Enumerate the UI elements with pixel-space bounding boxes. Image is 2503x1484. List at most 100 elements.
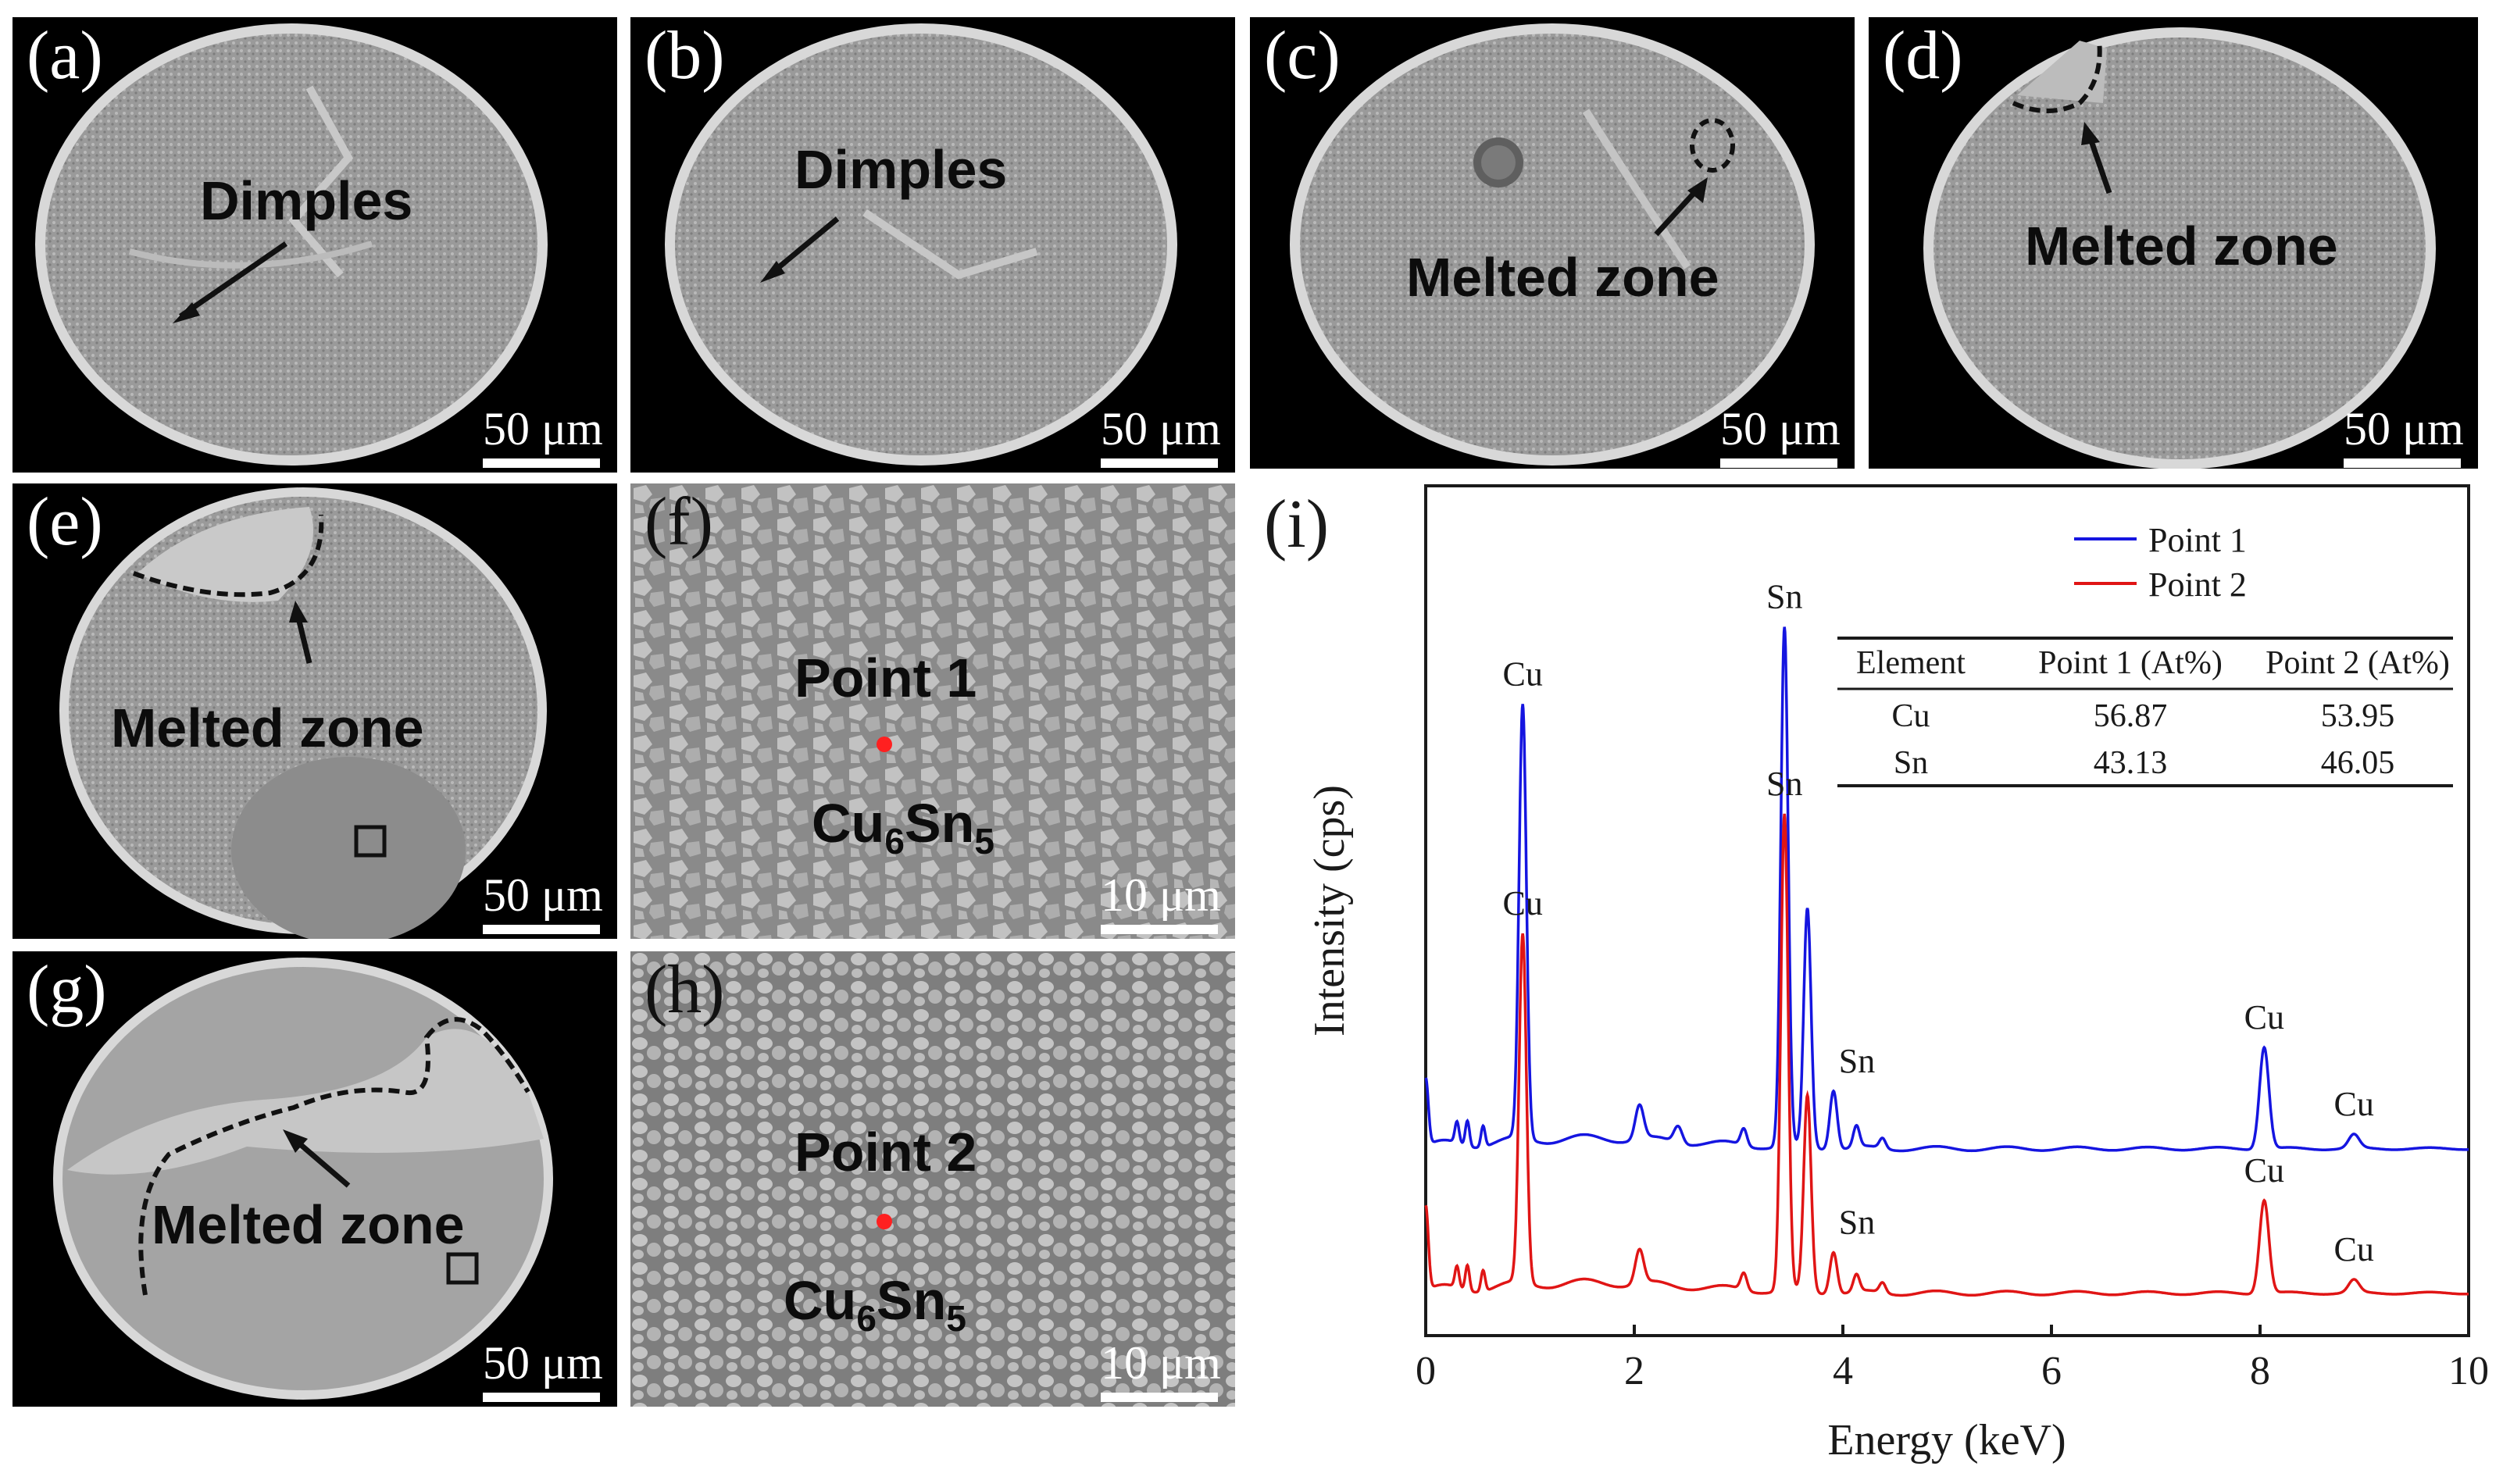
phase-sub-h-6: 6 <box>856 1298 877 1339</box>
peak-label-cu: Cu <box>2244 998 2284 1036</box>
annotation-dimples-a: Dimples <box>200 170 413 231</box>
scale-bar-h: 10 μm <box>1101 1337 1221 1402</box>
composition-table: Element Point 1 (At%) Point 2 (At%) Cu 5… <box>1837 637 2453 787</box>
fracture-surface-image <box>1923 27 2436 469</box>
grain-microstructure-image <box>630 951 1235 1407</box>
y-axis-label: Intensity (cps) <box>1305 785 1354 1036</box>
scale-text-b: 50 μm <box>1101 403 1221 455</box>
table-cell: 43.13 <box>2094 745 2168 781</box>
grain-microstructure-image <box>630 483 1235 939</box>
sem-panel-c: (c) Melted zone 50 μm <box>1250 17 1855 473</box>
scale-line-f <box>1101 925 1218 934</box>
scale-bar-c: 50 μm <box>1720 403 1841 468</box>
spectrum-line-point-2 <box>1424 813 2469 1297</box>
peak-label-cu: Cu <box>1502 884 1542 922</box>
peak-label-sn: Sn <box>1839 1042 1875 1080</box>
peak-label-cu: Cu <box>2333 1230 2373 1268</box>
scale-bar-d: 50 μm <box>2344 403 2464 468</box>
table-cell: Sn <box>1894 745 1928 781</box>
phase-label-h: Cu6Sn5 <box>784 1273 966 1336</box>
peak-label-sn: Sn <box>1766 765 1802 803</box>
x-tick-label: 0 <box>1416 1349 1436 1393</box>
sem-panel-f: (f) Point 1 Cu6Sn5 10 μm <box>630 483 1235 939</box>
phase-text-h-cu: Cu <box>784 1270 857 1331</box>
phase-label-f: Cu6Sn5 <box>812 796 994 859</box>
scale-text-a: 50 μm <box>483 403 603 455</box>
annotation-dimples-b: Dimples <box>794 139 1008 200</box>
x-tick-label: 8 <box>2250 1349 2270 1393</box>
sem-panel-d: (d) Melted zone 50 μm <box>1869 17 2478 473</box>
panel-label-g: (g) <box>27 952 107 1028</box>
table-cell: 46.05 <box>2321 745 2395 781</box>
scale-line-h <box>1101 1393 1218 1402</box>
peak-label-sn: Sn <box>1766 578 1802 616</box>
annotation-melted-zone-d: Melted zone <box>2025 216 2338 276</box>
phase-sub-f-5: 5 <box>974 821 994 862</box>
sem-panel-a: (a) Dimples 50 μm <box>12 17 617 473</box>
panel-label-d: (d) <box>1883 18 1963 94</box>
table-cell: 53.95 <box>2321 698 2395 734</box>
fracture-surface-image <box>59 487 547 939</box>
legend-label-point-1: Point 1 <box>2148 521 2247 559</box>
scale-text-d: 50 μm <box>2344 403 2464 455</box>
legend-label-point-2: Point 2 <box>2148 565 2247 604</box>
scale-bar-e: 50 μm <box>483 869 603 934</box>
fracture-surface-image <box>1290 23 1815 466</box>
peak-label-cu: Cu <box>2244 1151 2284 1190</box>
x-tick-label: 2 <box>1624 1349 1644 1393</box>
peak-label-cu: Cu <box>1502 655 1542 693</box>
scale-text-h: 10 μm <box>1101 1337 1221 1389</box>
scale-bar-a: 50 μm <box>483 403 603 468</box>
point-label-1: Point 1 <box>794 647 977 708</box>
annotation-melted-zone-g: Melted zone <box>152 1194 465 1255</box>
phase-sub-f-6: 6 <box>884 821 905 862</box>
panel-label-h: (h) <box>644 952 725 1028</box>
table-header-element: Element <box>1856 645 1966 681</box>
sem-panel-b: (b) Dimples 50 μm <box>630 17 1235 473</box>
phase-text-f-cu: Cu <box>812 793 885 854</box>
panel-label-b: (b) <box>644 18 725 94</box>
spectrum-line-point-1 <box>1424 626 2469 1153</box>
scale-text-e: 50 μm <box>483 869 603 921</box>
scale-line-e <box>483 925 600 934</box>
scale-text-f: 10 μm <box>1101 869 1221 921</box>
scale-text-g: 50 μm <box>483 1337 603 1389</box>
table-cell: 56.87 <box>2094 698 2168 734</box>
scale-line-a <box>483 458 600 468</box>
sem-panel-e: (e) Melted zone 50 μm <box>12 483 617 939</box>
x-axis-label: Energy (keV) <box>1827 1416 2066 1464</box>
series-layer <box>1424 626 2469 1297</box>
peak-label-cu: Cu <box>2333 1085 2373 1123</box>
panel-label-e: (e) <box>27 484 103 560</box>
phase-text-h-sn: Sn <box>876 1270 947 1331</box>
eds-spectrum-svg: (i) 0 2 4 6 8 10 Cu Sn Sn Cu Cu Cu Sn Sn Cu Cu Energy … <box>1264 484 2489 1464</box>
panel-label-c: (c) <box>1264 18 1341 94</box>
phase-sub-h-5: 5 <box>946 1298 966 1339</box>
sem-panel-h: (h) Point 2 Cu6Sn5 10 μm <box>630 951 1235 1407</box>
x-axis-ticks: 0 2 4 6 8 10 <box>1416 1325 2489 1393</box>
panel-label-f: (f) <box>644 484 713 560</box>
annotation-melted-zone-e: Melted zone <box>111 697 424 758</box>
scale-line-g <box>483 1393 600 1402</box>
scale-line-b <box>1101 458 1218 468</box>
scale-line-d <box>2344 458 2461 468</box>
phase-text-f-sn: Sn <box>904 793 975 854</box>
table-header-point-2: Point 2 (At%) <box>2266 645 2450 681</box>
panel-label-i: (i) <box>1264 487 1329 562</box>
eds-spectrum-chart: (i) 0 2 4 6 8 10 Cu Sn Sn Cu Cu Cu Sn Sn Cu Cu Energy … <box>1250 469 2503 1484</box>
sem-panel-g: (g) Melted zone 50 μm <box>12 951 617 1407</box>
fracture-surface-image <box>665 23 1177 466</box>
point-label-2: Point 2 <box>794 1122 977 1183</box>
scale-bar-f: 10 μm <box>1101 869 1221 934</box>
scale-text-c: 50 μm <box>1720 403 1841 455</box>
x-tick-label: 4 <box>1833 1349 1853 1393</box>
scale-bar-g: 50 μm <box>483 1337 603 1402</box>
x-tick-label: 6 <box>2041 1349 2062 1393</box>
table-header-point-1: Point 1 (At%) <box>2038 645 2223 681</box>
plot-frame <box>1424 484 2470 1337</box>
peak-label-sn: Sn <box>1839 1204 1875 1242</box>
peak-labels: Cu Sn Sn Cu Cu Cu Sn Sn Cu Cu <box>1502 578 2373 1268</box>
scale-line-c <box>1720 458 1837 468</box>
scale-bar-b: 50 μm <box>1101 403 1221 468</box>
x-tick-label: 10 <box>2448 1349 2489 1393</box>
